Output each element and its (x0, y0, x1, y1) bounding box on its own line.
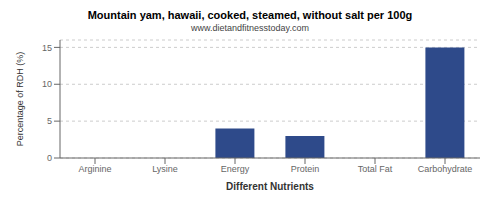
svg-text:Energy: Energy (221, 164, 250, 174)
svg-text:Total Fat: Total Fat (358, 164, 393, 174)
svg-text:0: 0 (47, 153, 52, 163)
svg-text:Lysine: Lysine (152, 164, 178, 174)
html-text:www.dietandfitnesstoday.com: www.dietandfitnesstoday.com (191, 23, 309, 33)
svg-text:Arginine: Arginine (78, 164, 111, 174)
svg-text:5: 5 (47, 116, 52, 126)
svg-text:Protein: Protein (291, 164, 320, 174)
svg-text:Percentage of RDH (%): Percentage of RDH (%) (15, 52, 25, 147)
html-text:Mountain yam, hawaii, cooked,: Mountain yam, hawaii, cooked, steamed, w… (87, 9, 413, 21)
svg-text:15: 15 (42, 43, 52, 53)
svg-text:10: 10 (42, 79, 52, 89)
svg-text:Carbohydrate: Carbohydrate (418, 164, 473, 174)
svg-text:Different Nutrients: Different Nutrients (226, 181, 314, 192)
